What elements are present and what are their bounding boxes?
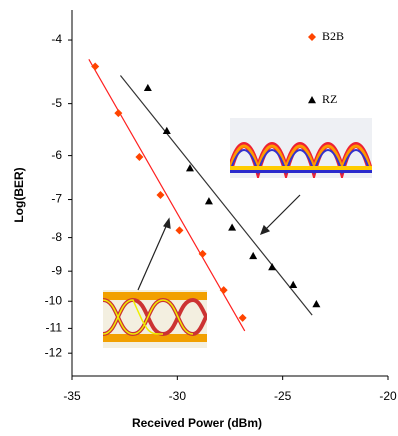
eye-diagram-rz: [230, 118, 372, 178]
legend-marker: [308, 33, 316, 41]
y-tick-label: -7: [51, 192, 62, 206]
data-point: [135, 153, 143, 161]
legend-marker: [308, 96, 316, 103]
legend-label: B2B: [322, 29, 344, 43]
y-tick-label: -10: [45, 293, 63, 307]
data-point: [199, 250, 207, 258]
fit-line: [120, 75, 312, 315]
data-point: [144, 84, 152, 91]
y-tick-label: -9: [51, 263, 62, 277]
eye-diagram-b2b: [103, 290, 207, 348]
y-tick-label: -8: [51, 230, 62, 244]
data-point: [228, 223, 236, 230]
y-tick-label: -4: [51, 32, 62, 46]
data-point: [220, 286, 228, 294]
chart: Received Power (dBm) Log(BER) -4 -5 -6 -7 -8…: [0, 0, 398, 436]
data-point: [249, 252, 257, 259]
data-point: [239, 314, 247, 322]
y-tick-label: -5: [51, 96, 62, 110]
x-axis-label: Received Power (dBm): [132, 416, 262, 430]
y-tick-label: -11: [46, 321, 63, 335]
data-point: [289, 281, 297, 288]
y-axis-label: Log(BER): [12, 167, 26, 222]
data-point: [91, 63, 99, 71]
data-point: [175, 226, 183, 234]
data-point: [156, 191, 164, 199]
data-point: [312, 300, 320, 307]
y-tick-label: -12: [45, 345, 63, 359]
x-tick-label: -20: [379, 389, 397, 403]
x-tick-label: -35: [63, 389, 81, 403]
x-tick-label: -25: [274, 389, 292, 403]
data-point: [205, 197, 213, 204]
y-tick-label: -6: [51, 148, 62, 162]
legend-label: RZ: [322, 92, 337, 106]
arrows: [138, 195, 300, 290]
x-tick-label: -30: [169, 389, 187, 403]
data-point: [268, 263, 276, 270]
